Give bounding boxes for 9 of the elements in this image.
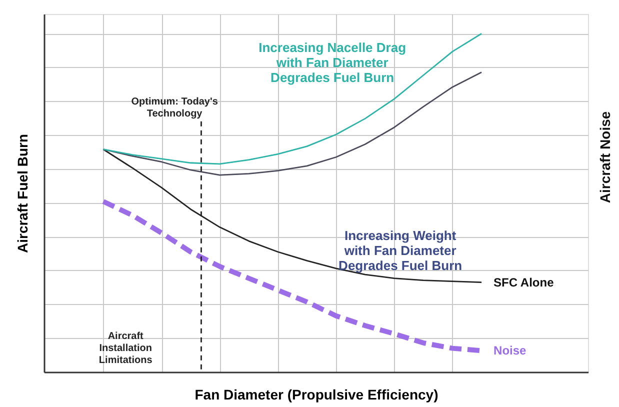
annotation: Increasing Nacelle Drag with Fan Diameter Degrades Fuel Burn: [258, 40, 406, 86]
text: Aircraft Noise: [596, 111, 613, 204]
annotation: Aircraft Installation Limitations: [98, 331, 153, 366]
x-axis-title: Fan Diameter (Propulsive Efficiency): [194, 386, 438, 402]
series-label: Noise: [494, 344, 527, 358]
annotation: Increasing Weight with Fan Diameter Degrades Fuel Burn: [338, 228, 462, 273]
y-axis-title: Aircraft Fuel Burn: [14, 134, 30, 254]
series-label: SFC Alone: [494, 275, 554, 290]
annotation: Optimum: Today's Technology: [131, 96, 218, 120]
